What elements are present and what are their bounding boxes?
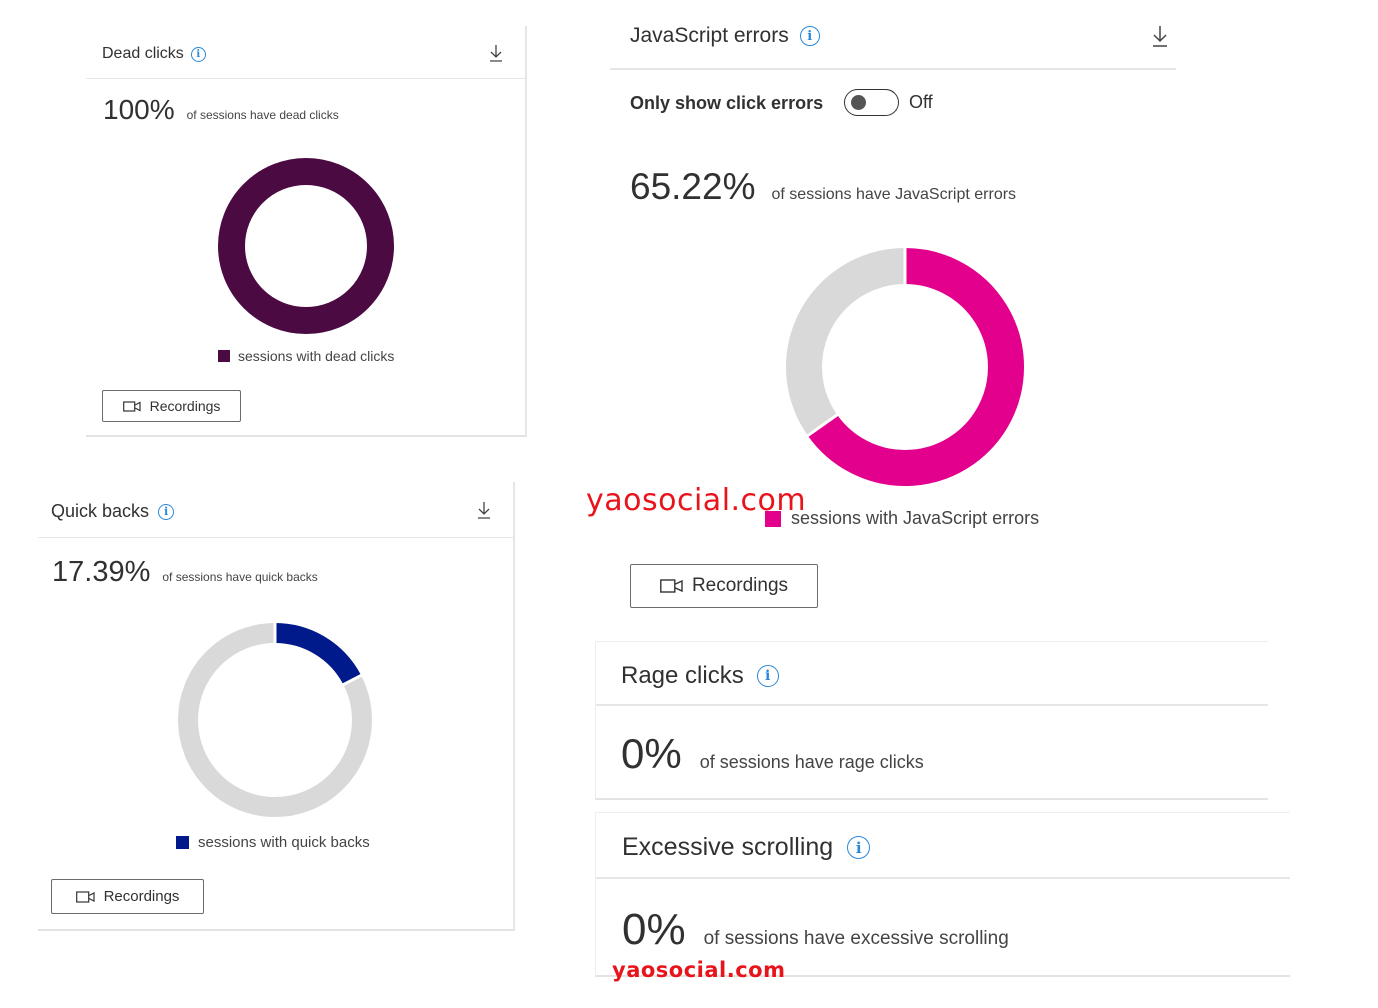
rage-clicks-title-text: Rage clicks xyxy=(621,662,744,689)
rage-clicks-percent: 0% xyxy=(621,730,682,777)
toggle-knob xyxy=(851,95,866,110)
excessive-scrolling-header: Excessive scrolling i xyxy=(596,813,1290,879)
download-icon[interactable] xyxy=(1152,25,1168,47)
rage-clicks-header: Rage clicks i xyxy=(596,642,1268,706)
video-camera-icon xyxy=(75,890,95,903)
quick-backs-title-text: Quick backs xyxy=(51,501,150,521)
quick-backs-slice xyxy=(274,623,362,685)
quick-backs-slice-separator xyxy=(341,673,363,687)
javascript-errors-slice-separator xyxy=(806,413,839,438)
javascript-errors-donut xyxy=(786,247,1024,486)
dead-clicks-card: Dead clicks i 100% of sessions have dead… xyxy=(86,26,527,437)
quick-backs-card: Quick backs i 17.39% of sessions have qu… xyxy=(38,482,515,931)
quick-backs-percent: 17.39% xyxy=(52,556,151,588)
legend-swatch xyxy=(218,350,230,362)
quick-backs-title: Quick backs i xyxy=(51,501,175,522)
quick-backs-recordings-button[interactable]: Recordings xyxy=(51,879,204,914)
javascript-errors-stat: 65.22% of sessions have JavaScript error… xyxy=(630,166,1016,208)
dead-clicks-slice xyxy=(218,158,394,334)
javascript-errors-card: JavaScript errors i Only show click erro… xyxy=(610,0,1176,630)
javascript-errors-header: JavaScript errors i xyxy=(610,0,1176,70)
rage-clicks-card: Rage clicks i 0% of sessions have rage c… xyxy=(595,641,1268,800)
toggle-label: Only show click errors xyxy=(630,92,824,113)
dead-clicks-donut xyxy=(218,158,394,334)
dead-clicks-stat-text: of sessions have dead clicks xyxy=(186,108,339,122)
watermark-text: yaosocial.com xyxy=(586,483,807,518)
javascript-errors-legend-label: sessions with JavaScript errors xyxy=(791,508,1040,528)
quick-backs-donut xyxy=(178,622,372,817)
quick-backs-legend-label: sessions with quick backs xyxy=(198,834,370,851)
dead-clicks-legend: sessions with dead clicks xyxy=(218,348,394,364)
javascript-errors-slice xyxy=(807,248,1024,486)
excessive-scrolling-card: Excessive scrolling i 0% of sessions hav… xyxy=(595,812,1290,977)
excessive-scrolling-percent: 0% xyxy=(622,905,686,954)
download-icon[interactable] xyxy=(477,501,491,519)
javascript-errors-recordings-button[interactable]: Recordings xyxy=(630,564,818,608)
legend-swatch xyxy=(765,510,781,527)
rage-clicks-title: Rage clicks i xyxy=(621,662,779,690)
javascript-errors-stat-text: of sessions have JavaScript errors xyxy=(771,186,1017,203)
dead-clicks-legend-label: sessions with dead clicks xyxy=(238,348,395,364)
legend-swatch xyxy=(176,836,189,849)
quick-backs-stat: 17.39% of sessions have quick backs xyxy=(52,556,318,589)
click-errors-toggle[interactable] xyxy=(844,89,899,116)
quick-backs-legend: sessions with quick backs xyxy=(176,834,370,851)
info-icon[interactable]: i xyxy=(847,836,871,859)
recordings-label: Recordings xyxy=(103,888,180,905)
video-camera-icon xyxy=(122,400,141,412)
recordings-label: Recordings xyxy=(691,575,789,596)
excessive-scrolling-title-text: Excessive scrolling xyxy=(622,833,834,861)
click-errors-toggle-row: Only show click errors xyxy=(630,88,823,118)
javascript-errors-legend: sessions with JavaScript errors xyxy=(765,508,1039,529)
info-icon[interactable]: i xyxy=(799,26,820,46)
dead-clicks-stat: 100% of sessions have dead clicks xyxy=(103,94,339,126)
javascript-errors-title: JavaScript errors i xyxy=(630,24,820,48)
toggle-state: Off xyxy=(909,92,933,112)
excessive-scrolling-stat: 0% of sessions have excessive scrolling xyxy=(622,905,1009,955)
info-icon[interactable]: i xyxy=(756,665,779,687)
rage-clicks-stat: 0% of sessions have rage clicks xyxy=(621,730,924,778)
quick-backs-stat-text: of sessions have quick backs xyxy=(162,570,318,584)
recordings-label: Recordings xyxy=(149,398,221,414)
info-icon[interactable]: i xyxy=(158,503,175,520)
dead-clicks-title: Dead clicks i xyxy=(102,45,206,63)
dead-clicks-title-text: Dead clicks xyxy=(102,45,184,62)
video-camera-icon xyxy=(660,579,683,593)
javascript-errors-percent: 65.22% xyxy=(630,166,756,207)
dead-clicks-percent: 100% xyxy=(103,94,175,125)
watermark-text: yaosocial.com xyxy=(612,958,786,982)
excessive-scrolling-title: Excessive scrolling i xyxy=(622,833,871,862)
download-icon[interactable] xyxy=(489,44,503,62)
quick-backs-header: Quick backs i xyxy=(38,482,513,538)
dead-clicks-header: Dead clicks i xyxy=(86,26,525,79)
javascript-errors-title-text: JavaScript errors xyxy=(630,24,789,47)
info-icon[interactable]: i xyxy=(190,46,206,62)
rage-clicks-stat-text: of sessions have rage clicks xyxy=(699,752,924,772)
dead-clicks-recordings-button[interactable]: Recordings xyxy=(102,390,241,422)
excessive-scrolling-stat-text: of sessions have excessive scrolling xyxy=(703,928,1009,949)
